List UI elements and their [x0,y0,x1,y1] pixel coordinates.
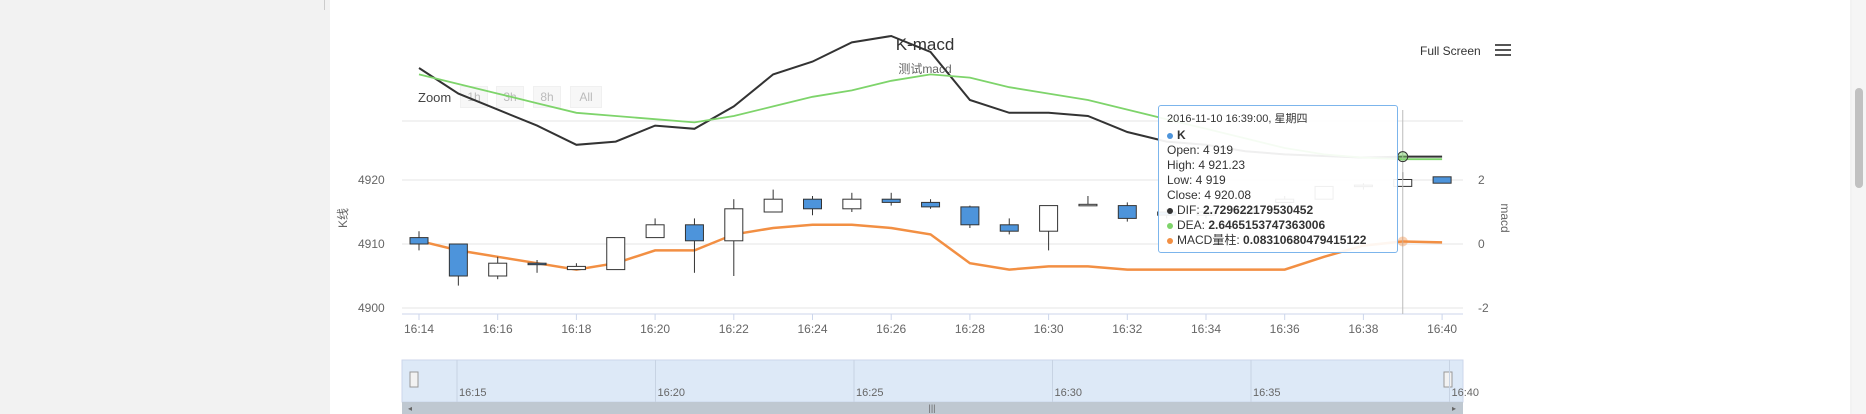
navigator-tick-label: 16:40 [1452,387,1480,399]
candle-body [921,201,941,208]
x-tick-label: 16:34 [1191,322,1221,336]
candle-body [488,262,508,277]
y-right-axis: 2 0 -2 macd [1478,173,1512,315]
series-dot-icon [1167,132,1173,139]
tooltip-series: K [1167,128,1389,143]
fullscreen-button[interactable]: Full Screen [1420,44,1481,58]
candle-body [881,198,901,203]
navigator-tick-label: 16:20 [658,387,686,399]
x-tick-label: 16:22 [719,322,749,336]
y-right-tick-label: 2 [1478,173,1485,187]
tooltip-macd-value: 0.08310680479415122 [1243,233,1367,247]
x-tick-label: 16:24 [797,322,827,336]
candle-body [684,224,704,242]
candle-body [566,265,586,271]
tooltip-dea-value: 2.6465153747363006 [1208,218,1326,232]
candle-body [606,237,626,271]
navigator-tick-label: 16:15 [459,387,487,399]
tooltip-dea-label: DEA: [1177,218,1209,232]
navigator-handle-left [409,371,419,388]
y-left-axis-title: K线 [336,208,350,228]
tooltip-high: High: 4 921.23 [1167,158,1246,172]
dea-dot-icon [1167,222,1173,229]
tooltip-series-name: K [1177,128,1186,142]
x-tick-label: 16:28 [955,322,985,336]
tooltip-open: Open: 4 919 [1167,143,1234,157]
tooltip-macd: MACD量柱: 0.08310680479415122 [1167,233,1389,248]
y-right-axis-title: macd [1498,203,1512,232]
candle-body [1117,205,1137,219]
y-left-axis: 4920 4910 4900 K线 [336,173,385,315]
navigator-tick-label: 16:30 [1055,387,1083,399]
tooltip-macd-label: MACD量柱: [1177,233,1244,247]
hover-marker-dif [1397,151,1409,163]
tooltip: 2016-11-10 16:39:00, 星期四 K Open: 4 919 H… [1158,105,1398,253]
crosshair [1397,110,1409,314]
x-tick-label: 16:40 [1427,322,1457,336]
macd-line [418,223,1443,271]
x-tick-label: 16:38 [1348,322,1378,336]
navigator: ||| ◂ ▸ 16:15 16:20 16:25 16:30 16:35 16:40 [401,359,1480,414]
candle-body [527,262,547,266]
candle-body [960,206,980,226]
tooltip-date: 2016-11-10 16:39:00, 星期四 [1167,113,1308,125]
zoom-all-button[interactable]: All [570,86,602,108]
candle-body [842,198,862,210]
candle-body [1432,176,1452,184]
x-tick-label: 16:20 [640,322,670,336]
candle-body [448,243,468,277]
candle-body [999,224,1019,232]
x-tick-label: 16:16 [483,322,513,336]
candle-body [724,208,744,242]
chart-card [330,0,1850,414]
x-tick-label: 16:32 [1112,322,1142,336]
y-right-tick-label: 0 [1478,237,1485,251]
x-tick-label: 16:30 [1034,322,1064,336]
sidebar-divider [324,0,325,10]
page-scrollbar[interactable] [1852,0,1866,414]
x-tick-label: 16:18 [561,322,591,336]
candle-body [763,198,783,213]
y-left-tick-label: 4900 [358,301,385,315]
x-tick-label: 16:14 [404,322,434,336]
navigator-left-arrow-icon: ◂ [408,404,412,413]
macd-series [418,223,1443,271]
navigator-right-arrow-icon: ▸ [1452,404,1456,413]
candle-body [803,198,822,210]
x-tick-label: 16:26 [876,322,906,336]
zoom-8h-button[interactable]: 8h [533,86,561,108]
y-left-tick-label: 4920 [358,173,385,187]
navigator-tick-label: 16:25 [856,387,884,399]
tooltip-dea: DEA: 2.6465153747363006 [1167,218,1389,233]
macd-dot-icon [1167,237,1173,244]
zoom-label: Zoom [418,90,452,105]
tooltip-dif: DIF: 2.729622179530452 [1167,203,1389,218]
navigator-handle-right [1443,371,1453,388]
y-left-tick-label: 4910 [358,237,385,251]
page-scrollbar-thumb[interactable] [1855,88,1863,188]
navigator-scrollbar [402,402,1463,414]
tooltip-dif-value: 2.729622179530452 [1203,203,1314,217]
menu-icon[interactable] [1495,44,1511,56]
tooltip-close: Close: 4 920.08 [1167,188,1252,202]
candle-body [1039,205,1059,232]
navigator-grip-icon: ||| [928,403,935,413]
candle-body [409,237,429,245]
hover-marker-macd [1397,236,1408,247]
y-right-tick-label: -2 [1478,301,1489,315]
navigator-tick-label: 16:35 [1253,387,1281,399]
tooltip-low: Low: 4 919 [1167,173,1226,187]
candle-body [1078,203,1098,207]
navigator-selection [401,359,1464,403]
x-tick-label: 16:36 [1270,322,1300,336]
chart-title: K-macd [895,35,955,54]
chart-subtitle: 测试macd [898,62,952,76]
candle-body [645,224,665,239]
tooltip-dif-label: DIF: [1177,203,1203,217]
x-axis: 16:14 16:16 16:18 16:20 16:22 16:24 16:26 16:28… [404,314,1457,336]
dif-dot-icon [1167,207,1173,214]
